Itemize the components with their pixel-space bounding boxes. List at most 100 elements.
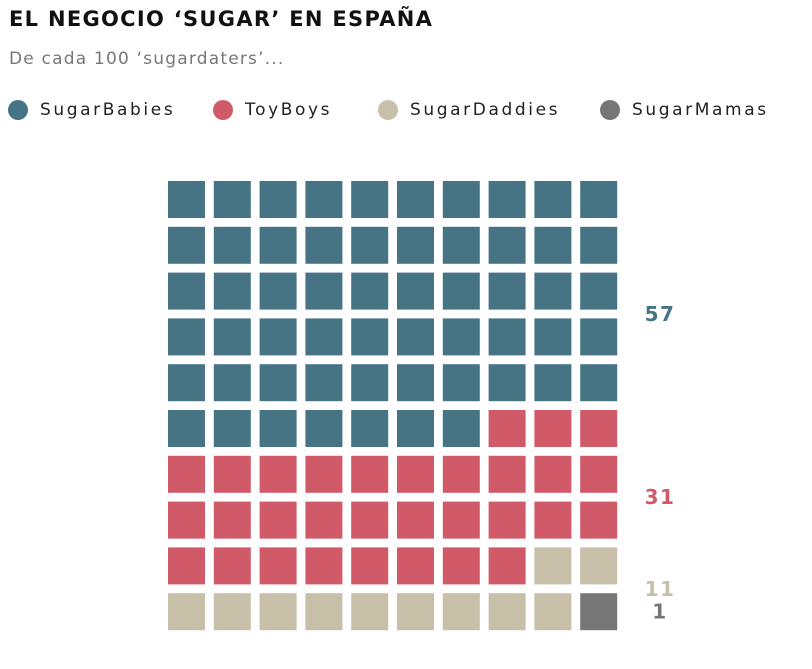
waffle-cell-toyboys <box>213 501 251 539</box>
waffle-cell-sugarbabies <box>168 272 205 310</box>
waffle-cell-sugarbabies <box>488 364 526 402</box>
waffle-cell-sugarbabies <box>259 318 297 356</box>
waffle-cell-sugarbabies <box>168 226 205 264</box>
waffle-cell-sugarbabies <box>397 272 434 310</box>
waffle-cell-sugarbabies <box>351 181 389 218</box>
waffle-cell-toyboys <box>351 455 389 493</box>
waffle-cell-toyboys <box>305 455 343 493</box>
waffle-cell-sugarbabies <box>442 272 480 310</box>
waffle-cell-sugarbabies <box>397 181 434 218</box>
waffle-cell-sugarbabies <box>168 410 205 447</box>
waffle-cell-sugardaddies <box>580 547 618 585</box>
waffle-cell-sugarbabies <box>580 226 618 264</box>
waffle-cell-toyboys <box>488 410 526 447</box>
waffle-cell-sugarbabies <box>442 364 480 402</box>
waffle-cell-sugarbabies <box>442 410 480 447</box>
legend-swatch-sugarbabies <box>8 100 28 120</box>
value-label-sugarbabies: 57 <box>645 302 676 326</box>
waffle-cell-toyboys <box>259 501 297 539</box>
legend: SugarBabies ToyBoys SugarDaddies SugarMa… <box>8 98 808 122</box>
waffle-cell-sugarmamas <box>580 593 618 631</box>
waffle-cell-sugarbabies <box>397 410 434 447</box>
waffle-cell-sugarbabies <box>305 318 343 356</box>
waffle-cell-toyboys <box>213 547 251 585</box>
value-label-sugardaddies: 11 <box>645 577 676 601</box>
waffle-cell-sugarbabies <box>488 318 526 356</box>
waffle-cell-sugarbabies <box>351 318 389 356</box>
waffle-cell-sugarbabies <box>351 226 389 264</box>
waffle-cell-toyboys <box>259 547 297 585</box>
waffle-cell-sugardaddies <box>305 593 343 631</box>
legend-label-sugardaddies: SugarDaddies <box>410 100 561 120</box>
waffle-cell-toyboys <box>534 410 572 447</box>
waffle-cell-sugarbabies <box>351 410 389 447</box>
waffle-cell-toyboys <box>351 501 389 539</box>
waffle-cell-sugarbabies <box>580 272 618 310</box>
waffle-cell-sugarbabies <box>168 181 205 218</box>
legend-item-sugardaddies: SugarDaddies <box>378 98 560 122</box>
waffle-cell-toyboys <box>580 501 618 539</box>
waffle-cell-toyboys <box>442 455 480 493</box>
legend-swatch-toyboys <box>213 100 233 120</box>
waffle-cell-sugarbabies <box>534 272 572 310</box>
waffle-cell-sugarbabies <box>534 364 572 402</box>
waffle-cell-toyboys <box>397 455 434 493</box>
waffle-cell-toyboys <box>534 455 572 493</box>
waffle-cell-toyboys <box>168 455 205 493</box>
waffle-cell-toyboys <box>397 547 434 585</box>
chart-subtitle: De cada 100 ‘sugardaters’... <box>9 49 285 69</box>
waffle-cell-sugardaddies <box>488 593 526 631</box>
waffle-cell-toyboys <box>488 501 526 539</box>
waffle-cell-sugarbabies <box>305 410 343 447</box>
chart-title: EL NEGOCIO ‘SUGAR’ EN ESPAÑA <box>9 7 434 31</box>
waffle-cell-sugarbabies <box>213 226 251 264</box>
waffle-cell-sugarbabies <box>305 364 343 402</box>
value-label-toyboys: 31 <box>645 485 676 509</box>
waffle-cell-sugardaddies <box>534 547 572 585</box>
waffle-cell-toyboys <box>442 501 480 539</box>
waffle-cell-sugarbabies <box>259 364 297 402</box>
waffle-cell-toyboys <box>259 455 297 493</box>
waffle-cell-toyboys <box>488 547 526 585</box>
waffle-cell-sugarbabies <box>168 318 205 356</box>
waffle-cell-sugarbabies <box>213 364 251 402</box>
waffle-cell-sugarbabies <box>259 272 297 310</box>
waffle-cell-sugarbabies <box>580 181 618 218</box>
waffle-cell-sugardaddies <box>259 593 297 631</box>
waffle-cell-toyboys <box>534 501 572 539</box>
waffle-cell-sugarbabies <box>259 181 297 218</box>
legend-item-sugarbabies: SugarBabies <box>8 98 175 122</box>
waffle-cell-sugarbabies <box>213 410 251 447</box>
waffle-cell-sugarbabies <box>580 364 618 402</box>
waffle-cell-toyboys <box>351 547 389 585</box>
waffle-cell-sugarbabies <box>397 318 434 356</box>
waffle-cell-sugardaddies <box>351 593 389 631</box>
waffle-cell-toyboys <box>442 547 480 585</box>
legend-label-sugarbabies: SugarBabies <box>40 100 176 120</box>
waffle-cell-sugardaddies <box>168 593 205 631</box>
waffle-cell-sugarbabies <box>397 364 434 402</box>
waffle-cell-sugarbabies <box>442 181 480 218</box>
waffle-cell-sugarbabies <box>305 181 343 218</box>
waffle-cell-sugarbabies <box>442 226 480 264</box>
waffle-cell-sugarbabies <box>213 318 251 356</box>
waffle-cell-sugardaddies <box>534 593 572 631</box>
legend-swatch-sugardaddies <box>378 100 398 120</box>
waffle-cell-toyboys <box>168 501 205 539</box>
waffle-cell-sugardaddies <box>213 593 251 631</box>
legend-label-sugarmamas: SugarMamas <box>632 100 769 120</box>
waffle-cell-sugarbabies <box>213 181 251 218</box>
waffle-cell-sugarbabies <box>351 272 389 310</box>
waffle-cell-sugarbabies <box>534 318 572 356</box>
waffle-cell-sugarbabies <box>534 181 572 218</box>
waffle-cell-sugarbabies <box>580 318 618 356</box>
waffle-cell-sugardaddies <box>442 593 480 631</box>
waffle-cell-toyboys <box>397 501 434 539</box>
waffle-cell-sugarbabies <box>488 181 526 218</box>
waffle-cell-sugarbabies <box>442 318 480 356</box>
waffle-cell-sugarbabies <box>305 272 343 310</box>
waffle-cell-sugarbabies <box>213 272 251 310</box>
waffle-cell-toyboys <box>580 455 618 493</box>
legend-swatch-sugarmamas <box>600 100 620 120</box>
